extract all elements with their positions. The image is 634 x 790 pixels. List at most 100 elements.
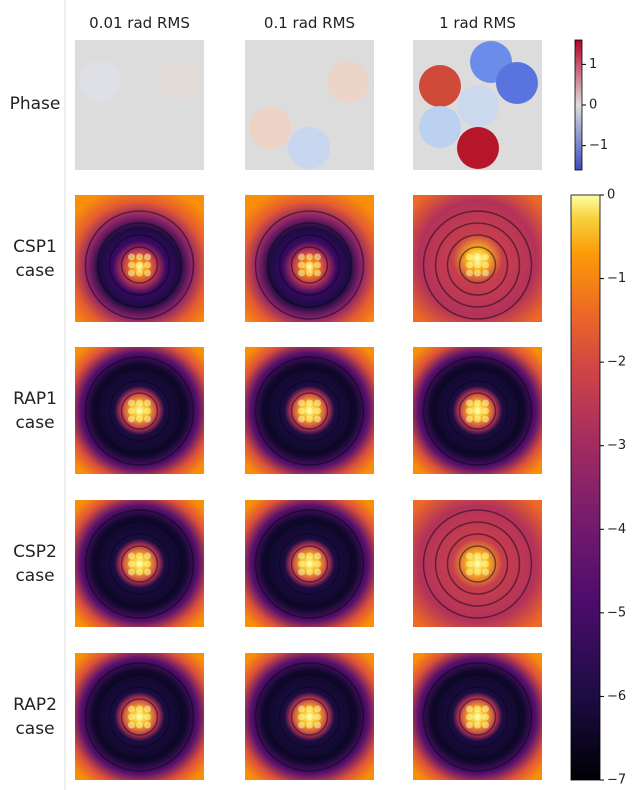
- colorbar-tick-label: −7: [607, 773, 626, 788]
- psf-ring: [84, 210, 195, 320]
- psf-speckle: [298, 407, 305, 415]
- psf-speckle: [482, 560, 489, 568]
- psf-speckle: [136, 560, 143, 568]
- segment: [419, 106, 461, 148]
- psf-speckle: [306, 415, 313, 423]
- psf-speckle: [144, 721, 151, 729]
- psf-speckle: [144, 407, 151, 415]
- psf-ring: [278, 686, 341, 748]
- psf-ring: [290, 698, 329, 736]
- psf-speckle: [128, 261, 135, 269]
- psf-speckle: [136, 399, 143, 407]
- colorbar-tick-label: −6: [607, 689, 626, 704]
- segment: [419, 65, 461, 107]
- psf-ring: [458, 246, 497, 284]
- colorbar-tick-label: −2: [607, 355, 626, 370]
- psf-speckle: [298, 399, 305, 407]
- psf-speckle: [482, 415, 489, 423]
- psf-ring: [290, 545, 329, 583]
- psf-ring: [254, 210, 365, 320]
- psf-speckle: [474, 399, 481, 407]
- row-label: CSP1 case: [13, 237, 57, 281]
- psf-ring: [108, 234, 171, 296]
- psf-speckle: [128, 705, 135, 713]
- psf-speckle: [144, 415, 151, 423]
- psf-speckle: [314, 568, 321, 576]
- psf-ring: [434, 222, 521, 308]
- psf-ring: [266, 368, 353, 454]
- psf-speckle: [144, 399, 151, 407]
- psf-ring: [84, 509, 195, 619]
- psf-speckle: [474, 407, 481, 415]
- psf-speckle: [466, 705, 473, 713]
- psf-speckle: [482, 713, 489, 721]
- psf-speckle: [136, 721, 143, 729]
- psf-speckle: [306, 713, 313, 721]
- row-label: Phase: [9, 94, 61, 114]
- psf-speckle: [314, 399, 321, 407]
- psf-ring: [458, 392, 497, 430]
- segment: [288, 127, 330, 169]
- psf-ring: [120, 545, 159, 583]
- psf-speckle: [314, 721, 321, 729]
- psf-speckle: [306, 560, 313, 568]
- psf-speckle: [136, 568, 143, 576]
- psf-ring: [96, 521, 183, 607]
- psf-speckle: [314, 261, 321, 269]
- psf-speckle: [482, 269, 489, 277]
- psf-speckle: [136, 269, 143, 277]
- psf-speckle: [298, 568, 305, 576]
- psf-ring: [422, 509, 533, 619]
- psf-speckle: [128, 560, 135, 568]
- psf-ring: [108, 380, 171, 442]
- psf-speckle: [298, 560, 305, 568]
- psf-speckle: [136, 253, 143, 261]
- psf-speckle: [144, 705, 151, 713]
- psf-ring: [446, 234, 509, 296]
- psf-speckle: [314, 269, 321, 277]
- column-header: 0.01 rad RMS: [89, 14, 190, 32]
- psf-ring: [108, 533, 171, 595]
- psf-ring: [446, 380, 509, 442]
- row-label: RAP1 case: [13, 389, 57, 433]
- psf-speckle: [474, 721, 481, 729]
- psf-speckle: [306, 568, 313, 576]
- row-label: CSP2 case: [13, 542, 57, 586]
- colorbar-tick-label: −5: [607, 605, 626, 620]
- psf-ring: [96, 674, 183, 760]
- psf-speckle: [298, 269, 305, 277]
- psf-ring: [290, 246, 329, 284]
- psf-speckle: [298, 415, 305, 423]
- psf-ring: [434, 368, 521, 454]
- psf-speckle: [482, 399, 489, 407]
- psf-speckle: [128, 399, 135, 407]
- psf-ring: [278, 380, 341, 442]
- psf-speckle: [136, 261, 143, 269]
- segment: [457, 127, 499, 169]
- psf-ring: [290, 392, 329, 430]
- psf-ring: [96, 222, 183, 308]
- psf-speckle: [466, 261, 473, 269]
- psf-speckle: [298, 261, 305, 269]
- psf-speckle: [314, 705, 321, 713]
- colorbar-tick-label: 1: [589, 57, 597, 72]
- psf-speckle: [474, 253, 481, 261]
- segment: [496, 62, 538, 104]
- psf-speckle: [474, 705, 481, 713]
- psf-ring: [446, 533, 509, 595]
- psf-ring: [84, 356, 195, 466]
- psf-speckle: [466, 552, 473, 560]
- psf-speckle: [482, 568, 489, 576]
- psf-speckle: [466, 269, 473, 277]
- colorbar-tick-label: 0: [607, 188, 615, 203]
- psf-ring: [458, 545, 497, 583]
- psf-speckle: [474, 415, 481, 423]
- colorbar-tick-label: −1: [589, 138, 608, 153]
- psf-ring: [422, 210, 533, 320]
- psf-speckle: [482, 721, 489, 729]
- psf-speckle: [128, 253, 135, 261]
- psf-speckle: [314, 552, 321, 560]
- psf-speckle: [306, 407, 313, 415]
- psf-speckle: [466, 253, 473, 261]
